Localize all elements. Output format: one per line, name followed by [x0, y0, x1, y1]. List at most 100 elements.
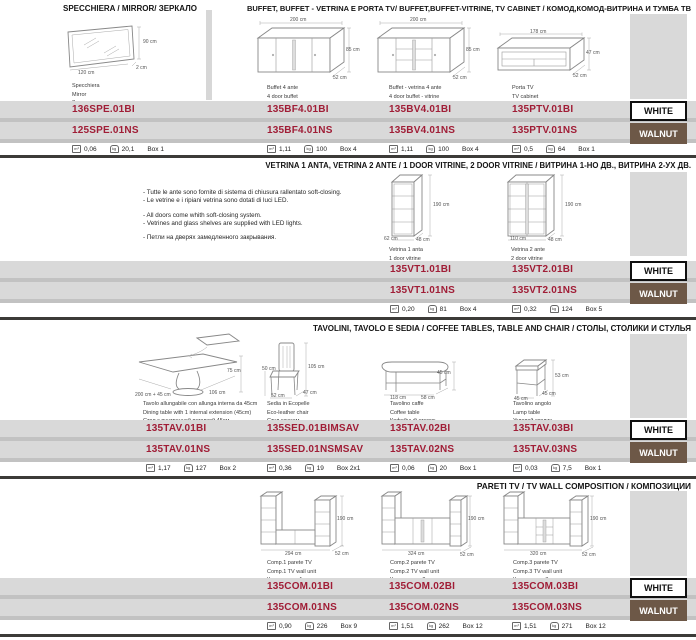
- column-divider-bar: [206, 10, 212, 100]
- dim-width: 45 cm: [514, 396, 528, 402]
- band-separator: [0, 595, 696, 599]
- product-stats: m³ 0,20 kg 81 Box 4: [390, 305, 477, 313]
- code-band-walnut-3: 135TAV.01NS 135SED.01NSMSAV 135TAV.02NS …: [0, 441, 696, 458]
- dim-height: 190 cm: [468, 516, 485, 522]
- section-divider: [0, 476, 696, 479]
- weight-value: 127: [195, 464, 207, 472]
- dim-depth: 52 cm: [335, 551, 349, 557]
- weight-icon: kg: [304, 464, 314, 472]
- volume-icon: m³: [267, 464, 276, 472]
- product-code: 135SED.01NSMSAV: [267, 444, 364, 455]
- product-code: 135COM.02BI: [389, 581, 456, 592]
- dim-depth: 48 cm: [416, 237, 430, 243]
- dim-width: 200 cm + 45 cm: [135, 392, 171, 398]
- tv-wall-comp2-drawing: 324 cm 190 cm 52 cm: [378, 488, 484, 558]
- volume-icon: m³: [512, 305, 521, 313]
- product-code: 135COM.03BI: [512, 581, 579, 592]
- stats-row-4: m³ 0,90 kg 226 Box 9 m³ 1,51 kg 262 Box …: [0, 622, 696, 633]
- product-code: 125SPE.01NS: [72, 125, 139, 136]
- volume-icon: m³: [513, 464, 522, 472]
- right-placeholder-2: [630, 172, 687, 256]
- right-placeholder-1: [630, 14, 687, 99]
- weight-icon: kg: [426, 622, 436, 630]
- box-count: Box 9: [340, 622, 358, 630]
- product-code: 135TAV.01NS: [146, 444, 211, 455]
- box-count: Box 2: [219, 464, 237, 472]
- weight-icon: kg: [426, 145, 436, 153]
- weight-value: 81: [439, 305, 447, 313]
- weight-icon: kg: [546, 145, 556, 153]
- box-count: Box 2x1: [336, 464, 361, 472]
- dim-depth: 52 cm: [333, 75, 347, 81]
- vitrine2-drawing: 190 cm 110 cm 48 cm: [498, 170, 593, 243]
- product-code: 135COM.01NS: [267, 602, 338, 613]
- product-code: 135BF4.01BI: [267, 104, 329, 115]
- weight-icon: kg: [427, 464, 437, 472]
- product-code: 135SED.01BIMSAV: [267, 423, 360, 434]
- product-stats: m³ 0,36 kg 19 Box 2x1: [267, 464, 360, 472]
- dim-depth: 106 cm: [209, 390, 226, 396]
- buffet-vetrina-drawing: 200 cm 85 cm 52 cm: [372, 17, 480, 82]
- dim-width: 110 cm: [510, 236, 527, 242]
- volume-value: 1,51: [401, 622, 414, 630]
- box-count: Box 4: [340, 145, 357, 153]
- dim-depth: 48 cm: [548, 237, 562, 243]
- box-count: Box 1: [459, 464, 477, 472]
- coffee-table-drawing: 45 cm 118 cm 58 cm: [376, 354, 458, 401]
- dining-table-drawing: 200 cm + 45 cm 106 cm 75 cm: [135, 332, 245, 400]
- weight-value: 20: [439, 464, 447, 472]
- dim-depth: 47 cm: [303, 390, 317, 396]
- code-band-white-3: 135TAV.01BI 135SED.01BIMSAV 135TAV.02BI …: [0, 420, 696, 437]
- band-separator: [0, 437, 696, 441]
- weight-value: 100: [316, 145, 328, 153]
- dim-width: 320 cm: [530, 551, 547, 557]
- tv-cabinet-drawing: 178 cm 47 cm 52 cm: [492, 29, 600, 82]
- product-code: 135TAV.02NS: [390, 444, 455, 455]
- chair-drawing: 105 cm 50 cm 52 cm 47 cm: [262, 340, 324, 400]
- dim-width: 118 cm: [390, 395, 407, 401]
- volume-icon: m³: [390, 464, 399, 472]
- weight-icon: kg: [550, 464, 560, 472]
- weight-value: 124: [561, 305, 573, 313]
- weight-icon: kg: [304, 145, 314, 153]
- buffet-drawing: 200 cm 85 cm 52 cm: [252, 17, 360, 82]
- band-separator: [0, 299, 696, 303]
- dim-height: 45 cm: [437, 370, 451, 376]
- dim-height: 190 cm: [565, 202, 582, 208]
- volume-value: 0,90: [279, 622, 292, 630]
- dim-height: 47 cm: [586, 50, 600, 56]
- section-title-tv-walls: PARETI TV / TV WALL COMPOSITION / КОМПОЗ…: [476, 481, 691, 491]
- lamp-table-drawing: 53 cm 45 cm 45 cm: [506, 356, 569, 402]
- weight-value: 271: [561, 622, 573, 630]
- dim-width: 62 cm: [384, 236, 398, 242]
- band-separator: [0, 458, 696, 462]
- box-count: Box 1: [147, 145, 164, 153]
- right-placeholder-3: [630, 334, 687, 418]
- weight-icon: kg: [109, 145, 119, 153]
- band-separator: [0, 616, 696, 620]
- dim-height: 190 cm: [337, 516, 354, 522]
- dim-seat-height: 50 cm: [262, 366, 276, 372]
- volume-value: 0,32: [524, 305, 537, 313]
- product-stats: m³ 1,17 kg 127 Box 2: [146, 464, 236, 472]
- product-code: 135BV4.01BI: [389, 104, 452, 115]
- weight-value: 100: [438, 145, 450, 153]
- box-count: Box 12: [462, 622, 483, 630]
- right-placeholder-4: [630, 491, 687, 576]
- volume-icon: m³: [72, 145, 81, 153]
- stats-row-3: m³ 1,17 kg 127 Box 2 m³ 0,36 kg 19 Box 2…: [0, 464, 696, 475]
- volume-value: 1,11: [279, 145, 292, 153]
- product-code: 135VT2.01BI: [512, 264, 574, 275]
- volume-value: 1,11: [401, 145, 414, 153]
- box-count: Box 12: [585, 622, 606, 630]
- code-band-walnut-1: 125SPE.01NS 135BF4.01NS 135BV4.01NS 135P…: [0, 122, 696, 139]
- volume-value: 0,06: [402, 464, 415, 472]
- product-code: 135COM.01BI: [267, 581, 334, 592]
- dim-depth: 45 cm: [542, 391, 556, 397]
- page-bottom-divider: [0, 634, 696, 637]
- band-separator: [0, 118, 696, 122]
- box-count: Box 1: [578, 145, 595, 153]
- weight-icon: kg: [549, 305, 559, 313]
- product-stats: m³ 0,03 kg 7,5 Box 1: [513, 464, 601, 472]
